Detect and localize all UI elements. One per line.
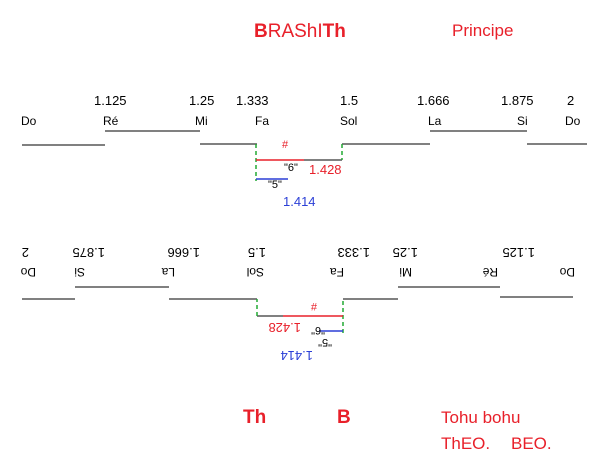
lower-note: Sol: [246, 265, 264, 279]
footer-th: Th: [243, 407, 267, 428]
upper-ratio: 2: [567, 93, 575, 108]
principe-label: Principe: [452, 21, 514, 40]
upper-note: Do: [21, 114, 37, 128]
footer-b: B: [337, 407, 351, 428]
upper-sixth-label: "6": [284, 162, 298, 174]
upper-ratio: 1.125: [94, 93, 127, 108]
lower-ratio: 1.5: [247, 245, 266, 260]
upper-sharp: #: [282, 139, 289, 151]
brashith-th: Th: [322, 21, 346, 42]
upper-note: Ré: [103, 114, 119, 128]
upper-ratio: 1.25: [189, 93, 215, 108]
upper-note: Fa: [255, 114, 270, 128]
lower-sharp: #: [310, 300, 317, 312]
brashith-middle: RAShI: [267, 21, 323, 42]
brashith-b: B: [254, 21, 268, 42]
lower-ratio: 1.333: [337, 245, 370, 260]
upper-note: Mi: [195, 114, 208, 128]
upper-ratio: 1.666: [417, 93, 450, 108]
upper-fifth-label: "5": [268, 179, 282, 191]
brashith-title: BRAShITh: [254, 22, 346, 41]
lower-sixth-label: "6": [311, 324, 325, 336]
upper-sixth-value: 1.428: [309, 162, 342, 177]
lower-staircase: [22, 286, 573, 333]
upper-note: La: [428, 114, 442, 128]
upper-ratio: 1.875: [501, 93, 534, 108]
lower-scale: # "6" 1.428 "5" 1.414 Do Ré Mi Fa Sol La…: [0, 236, 595, 363]
upper-fifth-value: 1.414: [283, 194, 316, 209]
lower-note: Fa: [329, 265, 344, 279]
lower-note: La: [161, 265, 175, 279]
lower-ratio: 1.25: [392, 245, 418, 260]
theo-label: ThEO.: [441, 434, 491, 453]
lower-note: Si: [74, 265, 85, 279]
lower-ratio: 1.666: [167, 245, 200, 260]
upper-ratio: 1.333: [236, 93, 269, 108]
beo-label: BEO.: [511, 434, 552, 453]
upper-note: Sol: [340, 114, 358, 128]
lower-note: Do: [20, 265, 36, 279]
lower-ratio: 2: [21, 245, 29, 260]
upper-ratio: 1.5: [340, 93, 359, 108]
lower-note: Mi: [399, 265, 412, 279]
lower-fifth-value: 1.414: [280, 348, 313, 363]
lower-ratio: 1.875: [72, 245, 105, 260]
lower-sixth-value: 1.428: [268, 320, 301, 335]
lower-fifth-label: "5": [318, 336, 332, 348]
upper-note: Si: [517, 114, 528, 128]
lower-note: Do: [559, 265, 575, 279]
upper-note: Do: [565, 114, 581, 128]
lower-note: Ré: [482, 265, 498, 279]
tohu-bohu-label: Tohu bohu: [441, 408, 521, 427]
lower-ratio: 1.125: [502, 245, 535, 260]
